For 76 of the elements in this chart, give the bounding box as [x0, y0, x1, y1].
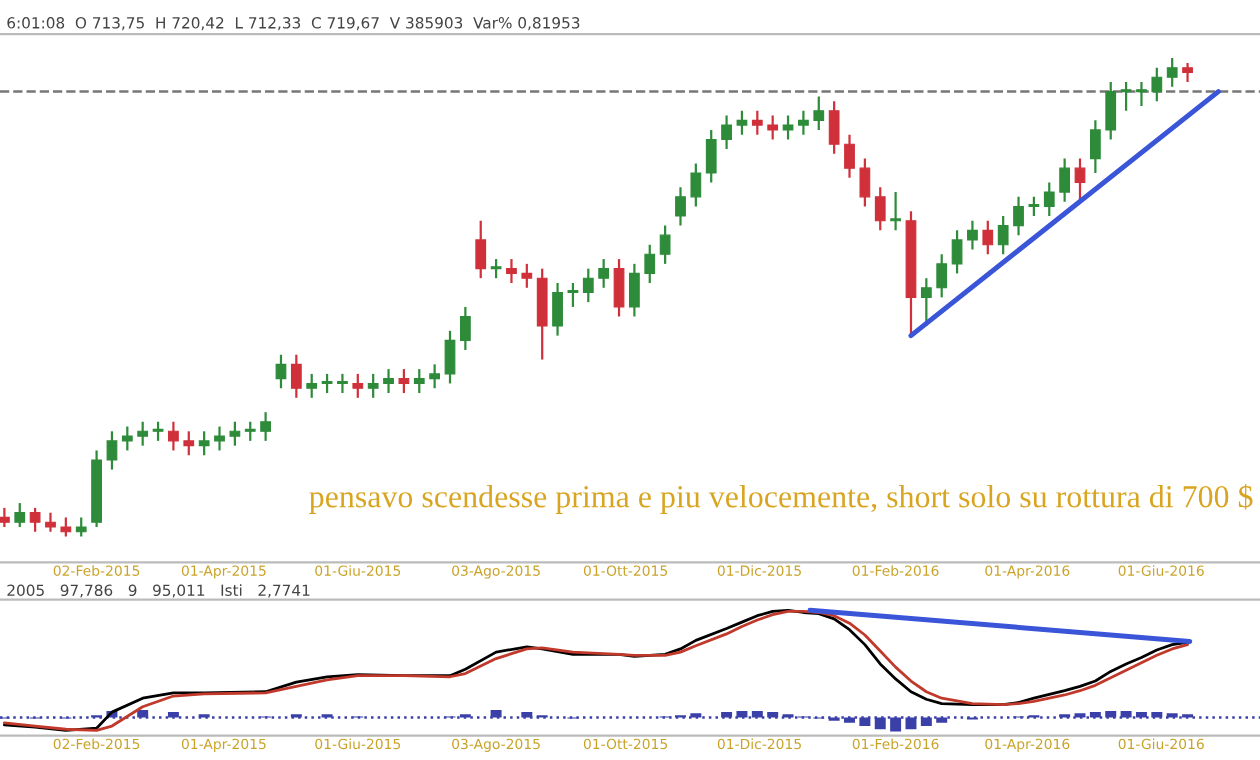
- candlestick: [874, 186, 886, 232]
- candlestick: [459, 305, 471, 352]
- candlestick: [659, 224, 671, 265]
- candlestick: [429, 363, 441, 390]
- candlestick: [75, 516, 87, 538]
- candlestick: [214, 425, 225, 452]
- candlestick: [1074, 157, 1086, 203]
- candlestick: [1105, 80, 1117, 141]
- candlestick: [1166, 57, 1178, 88]
- candlestick: [705, 128, 717, 184]
- candlestick: [1136, 80, 1147, 108]
- candlestick: [598, 257, 610, 289]
- candlestick: [844, 133, 855, 179]
- candlestick: [997, 214, 1009, 256]
- candlestick: [506, 257, 517, 285]
- candlestick: [60, 516, 72, 538]
- candlestick: [936, 253, 948, 299]
- candlestick: [352, 372, 364, 399]
- candlestick: [536, 267, 548, 361]
- candlestick: [337, 372, 348, 395]
- candlestick: [290, 353, 302, 399]
- candlestick: [967, 219, 978, 251]
- candlestick: [1013, 195, 1024, 237]
- candlestick: [982, 219, 994, 256]
- candlestick: [521, 262, 533, 289]
- candlestick: [736, 109, 748, 136]
- candlestick: [813, 95, 825, 131]
- candlestick: [29, 506, 41, 533]
- candlestick: [644, 243, 656, 285]
- candlestick: [475, 219, 487, 280]
- candlestick: [229, 420, 241, 447]
- candlestick: [1089, 119, 1101, 175]
- candlestick: [121, 425, 133, 452]
- candlestick: [1059, 157, 1071, 203]
- candlestick: [413, 368, 425, 395]
- candlestick: [383, 368, 394, 395]
- candlestick: [1028, 195, 1040, 218]
- annotation: pensavo scendesse prima e piu velocemente, short solo su rottura di 700 $: [309, 484, 1253, 514]
- candlestick: [275, 353, 287, 390]
- candlestick: [306, 372, 318, 399]
- candlestick: [321, 372, 333, 395]
- candlestick: [675, 186, 686, 227]
- candlestick: [567, 281, 579, 309]
- candlestick: [951, 229, 963, 275]
- candlestick: [168, 420, 179, 452]
- candlestick: [782, 114, 794, 141]
- candlestick: [367, 372, 379, 399]
- candlestick: [690, 162, 702, 208]
- candlestick: [629, 262, 640, 318]
- candlestick: [1182, 61, 1193, 84]
- candlestick: [552, 281, 563, 337]
- candlestick: [1043, 181, 1055, 218]
- candlestick: [721, 114, 732, 151]
- candlestick: [890, 190, 901, 232]
- candlestick: [244, 420, 256, 442]
- candlestick: [398, 368, 410, 395]
- candlestick: [828, 100, 840, 155]
- candlestick: [751, 109, 763, 136]
- candlestick: [613, 257, 625, 318]
- candlestick: [444, 329, 456, 385]
- candlestick: [198, 430, 210, 457]
- candlestick: [798, 109, 809, 136]
- candlestick: [1151, 66, 1163, 103]
- candlestick: [490, 257, 502, 280]
- candlestick: [45, 511, 56, 533]
- candlestick: [582, 267, 594, 304]
- candlestick: [106, 430, 118, 471]
- candlestick: [260, 411, 271, 442]
- candlestick: [14, 501, 26, 529]
- candlestick: [183, 430, 195, 457]
- candlestick: [1120, 80, 1132, 112]
- candlestick: [152, 420, 164, 442]
- candlestick: [859, 157, 871, 208]
- candlestick: [0, 506, 10, 529]
- candlestick: [767, 114, 779, 141]
- candlestick: [137, 420, 149, 447]
